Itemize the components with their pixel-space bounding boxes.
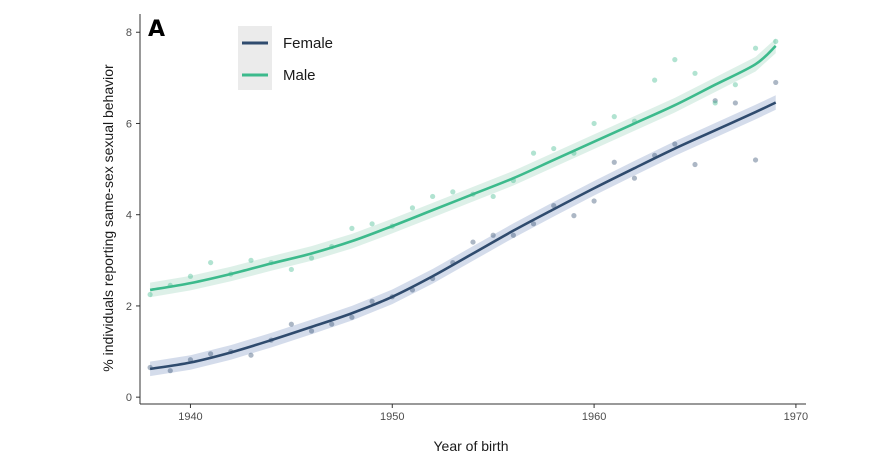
x-tick-label: 1970 bbox=[784, 411, 808, 423]
female-point bbox=[551, 202, 557, 209]
male-confidence-band bbox=[150, 38, 776, 298]
male-point bbox=[611, 114, 617, 120]
male-point bbox=[591, 120, 597, 127]
female-point bbox=[510, 232, 516, 238]
male-point bbox=[551, 145, 557, 152]
female-point bbox=[712, 98, 718, 104]
male-point bbox=[530, 150, 537, 156]
female-point bbox=[308, 328, 315, 334]
legend-label-female: Female bbox=[283, 35, 333, 52]
x-axis-title: Year of birth bbox=[434, 438, 509, 454]
y-axis-title: % individuals reporting same-sex sexual … bbox=[100, 64, 116, 372]
x-tick-label: 1960 bbox=[582, 411, 606, 423]
x-tick-label: 1950 bbox=[380, 411, 404, 423]
male-point bbox=[712, 100, 718, 106]
male-point bbox=[369, 221, 375, 227]
male-trend-line bbox=[149, 44, 777, 292]
male-point bbox=[672, 57, 678, 63]
trend-lines bbox=[149, 44, 777, 371]
female-point bbox=[631, 175, 638, 181]
female-point bbox=[208, 351, 214, 357]
male-point bbox=[692, 70, 698, 76]
female-confidence-band bbox=[150, 95, 776, 377]
female-point bbox=[571, 213, 577, 219]
female-point bbox=[672, 141, 678, 147]
female-point bbox=[692, 161, 698, 168]
y-tick-label: 4 bbox=[126, 210, 132, 222]
female-point bbox=[591, 198, 597, 204]
female-point bbox=[470, 239, 476, 245]
male-point bbox=[430, 193, 436, 200]
y-tick-label: 2 bbox=[126, 301, 132, 313]
male-point bbox=[409, 205, 416, 211]
female-point bbox=[732, 100, 738, 106]
y-tick-label: 0 bbox=[126, 392, 132, 404]
male-point bbox=[308, 255, 315, 261]
female-point bbox=[167, 368, 173, 374]
male-point bbox=[288, 266, 294, 273]
male-point bbox=[752, 45, 759, 51]
male-point bbox=[187, 273, 194, 279]
female-point bbox=[248, 352, 254, 358]
male-point bbox=[773, 38, 779, 44]
y-tick-label: 6 bbox=[126, 118, 132, 130]
female-point bbox=[369, 298, 375, 304]
x-tick-label: 1940 bbox=[178, 411, 202, 423]
y-tick-label: 8 bbox=[126, 27, 132, 39]
male-point bbox=[732, 82, 738, 88]
female-point bbox=[329, 321, 335, 327]
legend-key-background bbox=[238, 26, 272, 90]
legend-label-male: Male bbox=[283, 67, 316, 84]
axes: 0 2 4 6 8 1940 1950 1960 1970 bbox=[126, 14, 808, 423]
male-point bbox=[450, 189, 456, 195]
female-point bbox=[611, 159, 617, 165]
female-trend-line bbox=[149, 101, 777, 371]
male-point bbox=[248, 257, 254, 263]
male-point bbox=[652, 77, 658, 83]
female-point bbox=[530, 221, 537, 227]
male-point bbox=[349, 225, 355, 231]
female-point bbox=[490, 232, 496, 238]
female-point bbox=[773, 79, 779, 86]
panel-label: A bbox=[148, 17, 165, 42]
legend: Female Male bbox=[238, 26, 333, 90]
female-point bbox=[349, 314, 355, 320]
female-point bbox=[288, 321, 294, 327]
male-point bbox=[490, 193, 496, 200]
confidence-bands bbox=[150, 38, 776, 377]
female-point bbox=[752, 157, 759, 163]
male-point bbox=[208, 259, 214, 266]
male-point bbox=[147, 291, 153, 298]
